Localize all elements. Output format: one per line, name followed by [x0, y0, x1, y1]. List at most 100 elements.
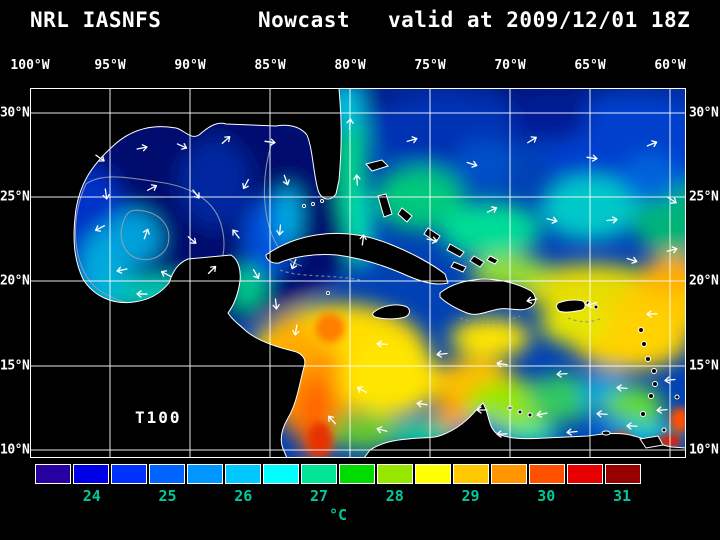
lat-tick-label-left: 10°N [0, 442, 30, 458]
island-cuba [265, 232, 449, 285]
current-arrow-icon [416, 400, 428, 408]
current-arrow-icon [328, 415, 336, 425]
current-arrow-icon [94, 225, 106, 232]
colorbar-tick-label: 27 [310, 487, 329, 505]
map-border [30, 88, 686, 458]
lon-tick-label: 65°W [574, 58, 606, 73]
colorbar-cell [453, 464, 489, 484]
current-arrow-icon [616, 384, 628, 392]
island-dot [652, 381, 658, 387]
colorbar-cell [263, 464, 299, 484]
temperature-blob [620, 154, 680, 202]
current-arrow-icon [376, 426, 388, 434]
lat-tick-label-left: 20°N [0, 273, 30, 289]
temperature-blob [315, 313, 345, 343]
current-arrow-icon [359, 234, 367, 246]
current-arrow-icon [596, 410, 608, 418]
island-dot [601, 430, 611, 436]
current-arrow-icon [466, 160, 478, 168]
current-arrow-icon [527, 136, 537, 144]
island-dot [593, 304, 599, 310]
current-arrow-icon [476, 406, 488, 414]
current-arrow-icon [646, 310, 658, 318]
temperature-blob [440, 202, 540, 258]
island-dot [638, 327, 644, 333]
current-arrow-icon [282, 174, 290, 186]
current-arrow-icon [626, 256, 638, 264]
island-puerto-rico [556, 299, 586, 313]
temperature-blob [340, 340, 440, 416]
current-arrow-icon [586, 154, 598, 162]
current-arrow-icon [586, 300, 598, 308]
island-dot [527, 412, 533, 418]
current-arrow-icon [666, 246, 678, 254]
current-arrow-icon [566, 428, 578, 436]
current-arrow-icon [136, 144, 148, 152]
temperature-blob [328, 414, 404, 450]
lon-tick-label: 70°W [494, 58, 526, 73]
current-arrow-icon [176, 143, 188, 150]
temperature-blob [276, 186, 300, 246]
current-arrow-icon [95, 154, 105, 162]
current-arrow-icon [656, 406, 668, 414]
colorbar-cell [377, 464, 413, 484]
temperature-blob [455, 139, 515, 187]
temperature-blob [180, 138, 250, 228]
current-arrow-icon [496, 430, 508, 438]
temperature-blob [450, 318, 530, 358]
colorbar-cell [73, 464, 109, 484]
colorbar [35, 464, 641, 484]
current-arrow-icon [252, 269, 260, 279]
current-arrow-icon [526, 296, 538, 304]
current-arrow-icon [160, 270, 172, 277]
current-arrow-icon [192, 189, 200, 199]
current-arrow-icon [232, 229, 240, 239]
current-arrow-icon [264, 138, 276, 146]
lon-tick-label: 85°W [254, 58, 286, 73]
current-arrow-icon [102, 188, 110, 200]
current-arrow-icon [667, 196, 677, 204]
colorbar-cell [605, 464, 641, 484]
island-dot [640, 411, 646, 417]
current-arrow-icon [426, 236, 438, 244]
island-dot [517, 409, 523, 415]
lat-tick-label-right: 30°N [689, 105, 719, 121]
lon-tick-label: 75°W [414, 58, 446, 73]
colorbar-tick-label: 25 [158, 487, 177, 505]
colorbar-cell [491, 464, 527, 484]
current-arrow-icon [142, 228, 150, 240]
island-dot [320, 199, 324, 203]
current-arrow-icon [146, 184, 158, 191]
island-trinidad [639, 435, 664, 449]
title-valid-time: valid at 2009/12/01 18Z [388, 8, 691, 32]
current-arrow-icon [556, 370, 568, 378]
temperature-blob [540, 301, 610, 345]
colorbar-cell [415, 464, 451, 484]
colorbar-tick-label: 30 [537, 487, 556, 505]
lon-tick-label: 90°W [174, 58, 206, 73]
current-arrow-icon [353, 174, 361, 186]
depth-label: T100 [135, 408, 182, 427]
current-arrow-icon [187, 236, 197, 244]
temperature-blob [670, 407, 686, 433]
current-arrow-icon [221, 136, 231, 144]
colorbar-tick-label: 31 [613, 487, 632, 505]
colorbar-cell [301, 464, 337, 484]
colorbar-cell [225, 464, 261, 484]
lon-tick-label: 100°W [10, 58, 50, 73]
colorbar-cell [35, 464, 71, 484]
current-arrow-icon [346, 118, 354, 130]
lat-lon-grid [29, 88, 686, 458]
lat-tick-label-right: 15°N [689, 358, 719, 374]
colorbar-cell [339, 464, 375, 484]
lat-tick-label-right: 20°N [689, 273, 719, 289]
colorbar-cell [187, 464, 223, 484]
current-arrow-icon [116, 266, 128, 274]
island-dot [661, 427, 667, 433]
current-arrow-icon [376, 340, 388, 348]
current-arrow-icon [546, 216, 558, 224]
island-jamaica [372, 304, 410, 320]
island-dot [648, 393, 654, 399]
temperature-map [29, 88, 686, 458]
